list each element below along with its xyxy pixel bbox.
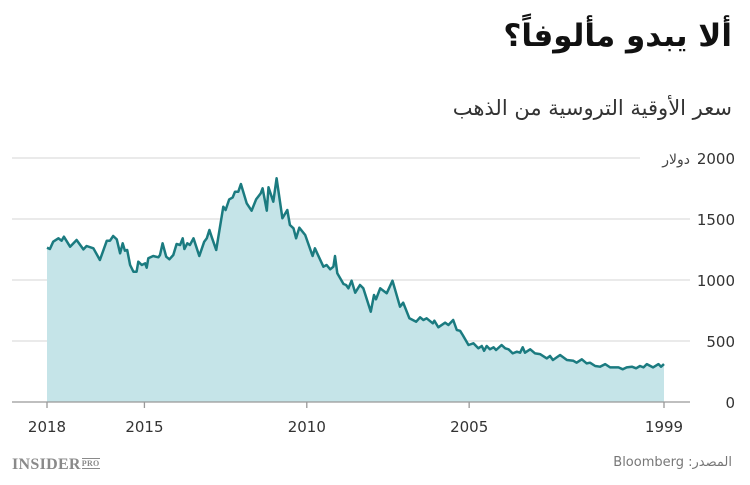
y-unit-label: دولار bbox=[661, 152, 690, 168]
x-tick-label: 1999 bbox=[645, 418, 683, 436]
chart-subtitle: سعر الأوقية التروسية من الذهب bbox=[452, 96, 732, 120]
gold-price-chart: 0 500 1000 1500 2000 دولار 2018 2015 2010 2005 199… bbox=[12, 150, 735, 436]
y-tick-label: 2000 bbox=[697, 150, 735, 168]
insider-pro-logo: INSIDERPRO bbox=[12, 456, 100, 474]
y-tick-label: 0 bbox=[725, 394, 735, 412]
y-tick-label: 1500 bbox=[697, 211, 735, 229]
x-tick-label: 2005 bbox=[450, 418, 488, 436]
price-line bbox=[46, 177, 665, 371]
y-tick-label: 1000 bbox=[697, 272, 735, 290]
source-note: المصدر: Bloomberg bbox=[613, 455, 732, 470]
logo-main: INSIDER bbox=[12, 456, 81, 473]
logo-suffix: PRO bbox=[81, 458, 100, 469]
price-area-fill bbox=[47, 178, 664, 402]
x-tick-label: 2018 bbox=[28, 418, 66, 436]
chart-title: ألا يبدو مألوفاً؟ bbox=[503, 18, 732, 54]
x-tick-label: 2015 bbox=[125, 418, 163, 436]
y-tick-label: 500 bbox=[706, 333, 735, 351]
x-tick-label: 2010 bbox=[288, 418, 326, 436]
